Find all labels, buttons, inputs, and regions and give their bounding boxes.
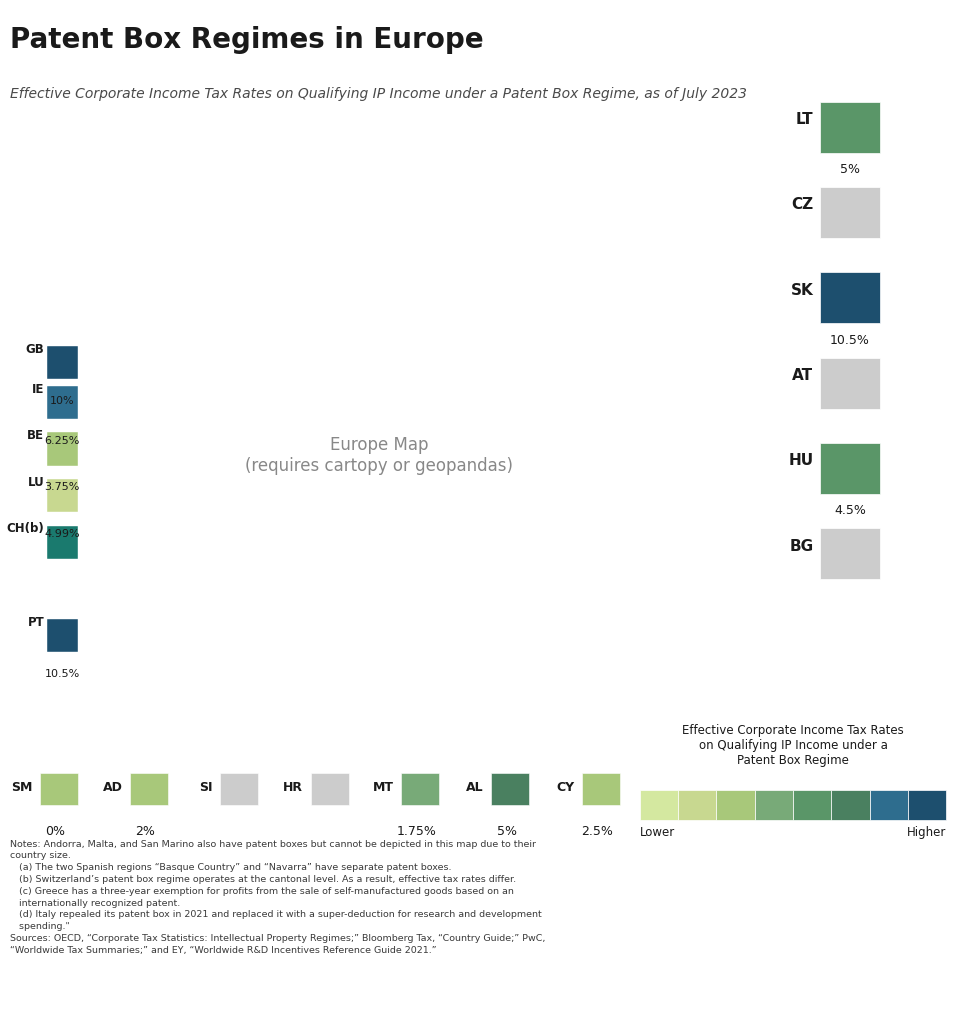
Bar: [793, 790, 831, 820]
Text: AL: AL: [466, 781, 484, 794]
Text: SI: SI: [199, 781, 213, 794]
Text: AT: AT: [792, 368, 813, 383]
Text: CZ: CZ: [791, 198, 813, 212]
Bar: [820, 272, 880, 324]
Bar: [47, 386, 79, 419]
Bar: [47, 346, 79, 379]
Bar: [820, 357, 880, 409]
Bar: [640, 790, 678, 820]
Text: GB: GB: [25, 343, 45, 355]
Text: Patent Box Regimes in Europe: Patent Box Regimes in Europe: [10, 26, 484, 53]
Bar: [820, 528, 880, 580]
Text: 4.99%: 4.99%: [44, 528, 80, 539]
Text: LU: LU: [27, 476, 45, 488]
Bar: [678, 790, 716, 820]
Text: SK: SK: [791, 283, 813, 298]
Text: Lower: Lower: [640, 826, 675, 840]
Bar: [820, 442, 880, 495]
Text: HU: HU: [788, 454, 813, 468]
Text: 6.25%: 6.25%: [45, 436, 80, 445]
Text: TAX FOUNDATION: TAX FOUNDATION: [12, 994, 177, 1013]
Bar: [310, 773, 348, 805]
Text: 10%: 10%: [50, 395, 74, 406]
Text: SM: SM: [11, 781, 32, 794]
Text: AD: AD: [102, 781, 123, 794]
Text: BG: BG: [789, 539, 813, 554]
Text: 4.5%: 4.5%: [834, 505, 866, 517]
Text: 3.75%: 3.75%: [45, 482, 80, 493]
Bar: [221, 773, 259, 805]
Bar: [47, 432, 79, 466]
Text: BE: BE: [27, 429, 45, 442]
Text: 1.75%: 1.75%: [396, 824, 436, 838]
Bar: [47, 479, 79, 512]
Text: 10.5%: 10.5%: [45, 669, 80, 679]
Bar: [401, 773, 439, 805]
Text: Notes: Andorra, Malta, and San Marino also have patent boxes but cannot be depic: Notes: Andorra, Malta, and San Marino al…: [10, 840, 545, 954]
Bar: [40, 773, 78, 805]
Bar: [47, 525, 79, 559]
Text: CY: CY: [557, 781, 574, 794]
Text: Effective Corporate Income Tax Rates
on Qualifying IP Income under a
Patent Box : Effective Corporate Income Tax Rates on …: [682, 724, 904, 767]
Text: MT: MT: [373, 781, 393, 794]
Bar: [870, 790, 908, 820]
Text: 5%: 5%: [840, 163, 860, 176]
Text: Europe Map
(requires cartopy or geopandas): Europe Map (requires cartopy or geopanda…: [245, 436, 514, 475]
Text: 5%: 5%: [496, 824, 517, 838]
Bar: [47, 618, 79, 652]
Text: Higher: Higher: [907, 826, 947, 840]
Text: 2.5%: 2.5%: [581, 824, 613, 838]
Bar: [755, 790, 793, 820]
Text: IE: IE: [32, 383, 45, 395]
Text: PT: PT: [27, 615, 45, 629]
Text: CH(b): CH(b): [7, 522, 45, 536]
Bar: [491, 773, 529, 805]
Bar: [908, 790, 946, 820]
Text: 2%: 2%: [135, 824, 155, 838]
Bar: [820, 101, 880, 153]
Text: HR: HR: [283, 781, 304, 794]
Bar: [716, 790, 755, 820]
Text: Effective Corporate Income Tax Rates on Qualifying IP Income under a Patent Box : Effective Corporate Income Tax Rates on …: [10, 87, 746, 101]
Bar: [820, 187, 880, 239]
Bar: [130, 773, 168, 805]
Bar: [831, 790, 870, 820]
Text: LT: LT: [796, 112, 813, 127]
Bar: [582, 773, 620, 805]
Text: 0%: 0%: [45, 824, 65, 838]
Text: @TaxFoundation: @TaxFoundation: [825, 994, 961, 1013]
Text: 10.5%: 10.5%: [830, 334, 870, 347]
